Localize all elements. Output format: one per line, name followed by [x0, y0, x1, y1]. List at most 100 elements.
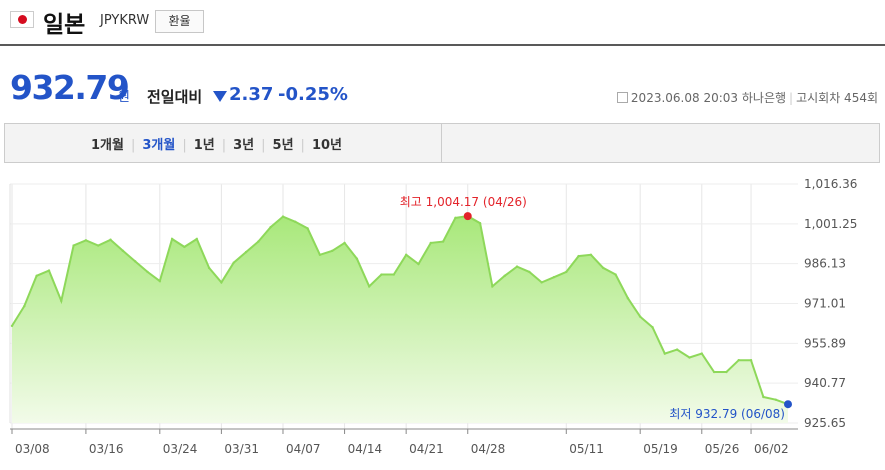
- tab-period-0[interactable]: 1개월: [91, 138, 124, 153]
- data-point: [35, 274, 38, 278]
- data-point: [552, 275, 556, 279]
- data-point: [109, 238, 112, 241]
- data-point: [454, 216, 457, 220]
- x-tick-label: 04/28: [471, 442, 506, 456]
- calendar-icon: [616, 92, 628, 103]
- data-point: [441, 240, 445, 243]
- x-tick-label: 03/08: [15, 442, 50, 456]
- data-point: [84, 239, 88, 242]
- x-tick-label: 05/26: [705, 442, 740, 456]
- price-change-percent: -0.25%: [278, 84, 348, 105]
- y-tick-label: 1,001.25: [804, 217, 857, 231]
- x-tick-label: 03/16: [89, 442, 124, 456]
- data-point: [170, 237, 174, 241]
- high-label: 최고 1,004.17 (04/26): [400, 195, 527, 209]
- quote-meta: 2023.06.08 20:03 하나은행 | 고시회차 454회: [616, 89, 878, 106]
- country-name: 일본: [43, 12, 86, 38]
- y-tick-label: 971.01: [804, 297, 846, 311]
- data-point: [749, 358, 753, 362]
- x-tick-label: 05/11: [569, 442, 604, 456]
- x-tick-label: 03/24: [163, 442, 198, 456]
- data-point: [133, 260, 137, 263]
- data-point: [762, 395, 765, 399]
- data-point: [614, 273, 617, 276]
- data-point: [528, 270, 531, 274]
- y-tick-label: 925.65: [804, 416, 846, 430]
- data-point: [589, 253, 593, 256]
- data-point: [146, 270, 149, 274]
- data-point: [688, 356, 691, 359]
- tab-period-1[interactable]: 3개월: [142, 138, 176, 153]
- x-tick-label: 04/07: [286, 442, 321, 456]
- data-point: [47, 269, 51, 272]
- y-tick-label: 1,016.36: [804, 177, 857, 191]
- data-point: [774, 398, 777, 401]
- tab-period-4[interactable]: 5년: [272, 138, 294, 153]
- data-point: [97, 244, 100, 247]
- data-point: [331, 249, 334, 253]
- data-point: [392, 273, 396, 276]
- data-point: [220, 281, 223, 284]
- data-point: [602, 266, 605, 270]
- price-change: 2.37: [229, 84, 274, 105]
- data-point: [257, 240, 260, 243]
- period-tab-list: 1개월 | 3개월 | 1년 | 3년 | 5년 | 10년: [91, 134, 342, 153]
- data-point: [60, 299, 63, 303]
- data-point: [540, 281, 543, 284]
- high-point-marker: [463, 212, 472, 221]
- data-point: [244, 250, 248, 254]
- data-point: [158, 279, 162, 283]
- data-point: [663, 352, 667, 355]
- data-point: [10, 324, 14, 328]
- data-point: [429, 241, 432, 245]
- currency-header: 일본 JPYKRW 환율: [0, 0, 885, 46]
- exchange-rate-button[interactable]: 환율: [155, 10, 204, 33]
- data-point: [515, 265, 519, 268]
- data-point: [712, 370, 716, 374]
- x-tick-label: 03/31: [224, 442, 259, 456]
- data-point: [318, 253, 322, 256]
- data-point: [404, 253, 408, 256]
- data-point: [725, 370, 728, 374]
- data-point: [269, 225, 272, 229]
- x-tick-label: 05/19: [643, 442, 678, 456]
- data-point: [121, 249, 125, 253]
- series-line: [11, 215, 789, 406]
- down-arrow-icon: [213, 91, 227, 102]
- low-label: 최저 932.79 (06/08): [669, 407, 785, 421]
- data-point: [380, 273, 383, 276]
- data-point: [23, 304, 26, 308]
- data-point: [368, 285, 371, 288]
- area-fill: [12, 216, 788, 423]
- data-point: [72, 244, 75, 247]
- x-tick-label: 04/21: [409, 442, 444, 456]
- data-point: [737, 358, 740, 362]
- data-point: [503, 274, 506, 278]
- data-point: [183, 245, 186, 249]
- low-point-marker: [784, 400, 792, 409]
- notice-count: 고시회차 454회: [796, 91, 878, 105]
- data-point: [294, 220, 297, 224]
- data-point: [565, 270, 568, 274]
- period-tabs: 1개월 | 3개월 | 1년 | 3년 | 5년 | 10년: [4, 123, 880, 163]
- data-point: [281, 215, 285, 218]
- current-price: 932.79: [10, 68, 130, 107]
- data-point: [195, 237, 198, 241]
- bank-name: 하나은행: [741, 91, 787, 105]
- y-tick-label: 986.13: [804, 257, 846, 271]
- tab-period-2[interactable]: 1년: [193, 138, 215, 153]
- data-point: [651, 326, 654, 329]
- tab-period-5[interactable]: 10년: [311, 138, 342, 153]
- prev-day-label: 전일대비: [147, 88, 203, 106]
- quote-datetime: 2023.06.08 20:03: [630, 91, 739, 105]
- data-point: [355, 257, 359, 260]
- data-point: [207, 266, 211, 270]
- tab-period-3[interactable]: 3년: [233, 138, 255, 153]
- y-tick-label: 940.77: [804, 376, 846, 390]
- data-point: [417, 262, 420, 266]
- data-point: [232, 261, 235, 264]
- x-tick-label: 06/02: [754, 442, 789, 456]
- data-point: [626, 297, 630, 300]
- data-point: [343, 241, 346, 245]
